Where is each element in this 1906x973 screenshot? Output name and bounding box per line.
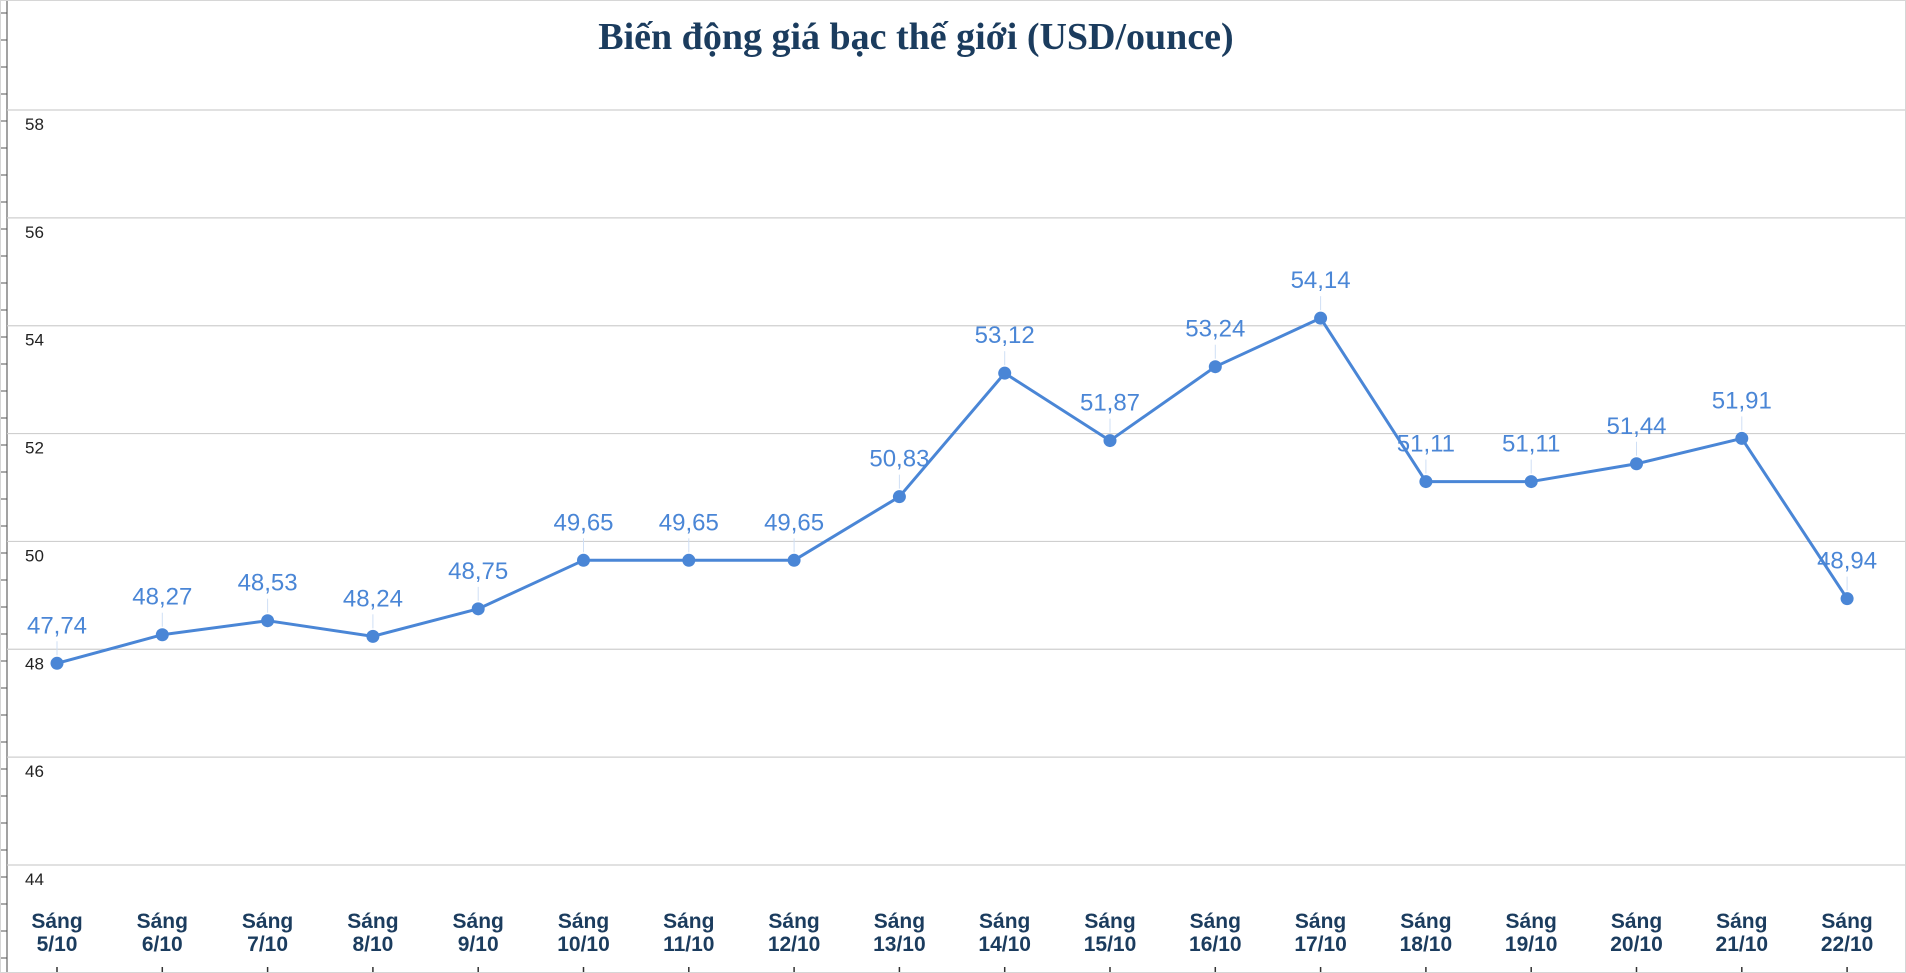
data-label: 48,27 [132, 584, 192, 611]
data-label: 51,11 [1397, 431, 1455, 458]
data-label: 53,12 [975, 322, 1035, 349]
data-point [1524, 475, 1538, 489]
x-tick-label: 15/10 [1084, 933, 1137, 956]
x-tick-label: 20/10 [1610, 933, 1663, 956]
y-tick-label: 46 [25, 762, 44, 781]
data-point [682, 553, 696, 567]
x-tick-label: Sáng [1716, 910, 1767, 933]
x-tick-label: Sáng [1295, 910, 1346, 933]
x-tick-label: Sáng [137, 910, 188, 933]
data-label: 48,24 [343, 585, 403, 612]
x-tick-label: Sáng [347, 910, 398, 933]
data-label: 48,53 [238, 570, 298, 597]
data-point [471, 602, 485, 616]
data-point [366, 629, 380, 643]
x-tick-label: 6/10 [142, 933, 183, 956]
x-tick-label: 8/10 [352, 933, 393, 956]
x-tick-label: Sáng [1400, 910, 1451, 933]
data-label: 51,11 [1502, 431, 1560, 458]
x-tick-label: 22/10 [1821, 933, 1874, 956]
chart-title: Biến động giá bạc thế giới (USD/ounce) [598, 16, 1234, 58]
x-tick-label: Sáng [1506, 910, 1557, 933]
data-label: 54,14 [1291, 267, 1351, 294]
series-line [56, 316, 1849, 665]
data-label: 48,75 [448, 558, 508, 585]
x-tick-label: Sáng [242, 910, 293, 933]
data-label: 47,74 [27, 612, 87, 639]
x-tick-label: 7/10 [247, 933, 288, 956]
x-tick-label: 14/10 [978, 933, 1031, 956]
data-point [261, 614, 275, 628]
x-tick-label: Sáng [663, 910, 714, 933]
data-label: 49,65 [553, 509, 613, 536]
x-tick-label: Sáng [768, 910, 819, 933]
y-tick-label: 50 [25, 546, 44, 565]
y-tick-label: 58 [25, 115, 44, 134]
x-tick-label: Sáng [1190, 910, 1241, 933]
y-tick-label: 54 [25, 331, 44, 350]
data-point [1840, 592, 1854, 606]
x-tick-label: Sáng [558, 910, 609, 933]
x-tick-label: 13/10 [873, 933, 926, 956]
y-tick-label: 48 [25, 654, 44, 673]
data-label: 48,94 [1817, 548, 1877, 575]
y-tick-label: 44 [25, 870, 44, 889]
x-tick-label: 10/10 [557, 933, 610, 956]
x-tick-label: Sáng [31, 910, 82, 933]
x-tick-label: Sáng [874, 910, 925, 933]
data-point [50, 656, 64, 670]
data-point [787, 553, 801, 567]
x-tick-label: Sáng [1084, 910, 1135, 933]
data-point [892, 490, 906, 504]
data-label: 49,65 [659, 509, 719, 536]
data-label: 49,65 [764, 509, 824, 536]
data-point [1208, 360, 1222, 374]
data-point [155, 628, 169, 642]
x-tick-label: Sáng [979, 910, 1030, 933]
x-tick-label: 17/10 [1294, 933, 1347, 956]
x-tick-label: Sáng [453, 910, 504, 933]
data-label: 50,83 [869, 446, 929, 473]
y-tick-label: 56 [25, 223, 44, 242]
y-tick-label: 52 [25, 439, 44, 458]
data-point [998, 366, 1012, 380]
x-tick-label: 16/10 [1189, 933, 1242, 956]
x-tick-label: 21/10 [1716, 933, 1769, 956]
x-tick-label: Sáng [1611, 910, 1662, 933]
x-tick-label: 11/10 [663, 933, 714, 956]
x-tick-label: Sáng [1821, 910, 1872, 933]
data-label: 51,87 [1080, 390, 1140, 417]
data-label: 51,44 [1606, 413, 1666, 440]
data-label: 53,24 [1185, 316, 1245, 343]
x-tick-label: 5/10 [37, 933, 78, 956]
x-tick-label: 12/10 [768, 933, 821, 956]
data-label: 51,91 [1712, 387, 1772, 414]
data-point [1419, 475, 1433, 489]
data-point [1735, 431, 1749, 445]
data-point [1314, 311, 1328, 325]
data-point [1103, 434, 1117, 448]
x-tick-label: 9/10 [458, 933, 499, 956]
x-tick-label: 19/10 [1505, 933, 1558, 956]
data-point [577, 553, 590, 567]
x-tick-label: 18/10 [1400, 933, 1453, 956]
data-point [1630, 457, 1643, 471]
